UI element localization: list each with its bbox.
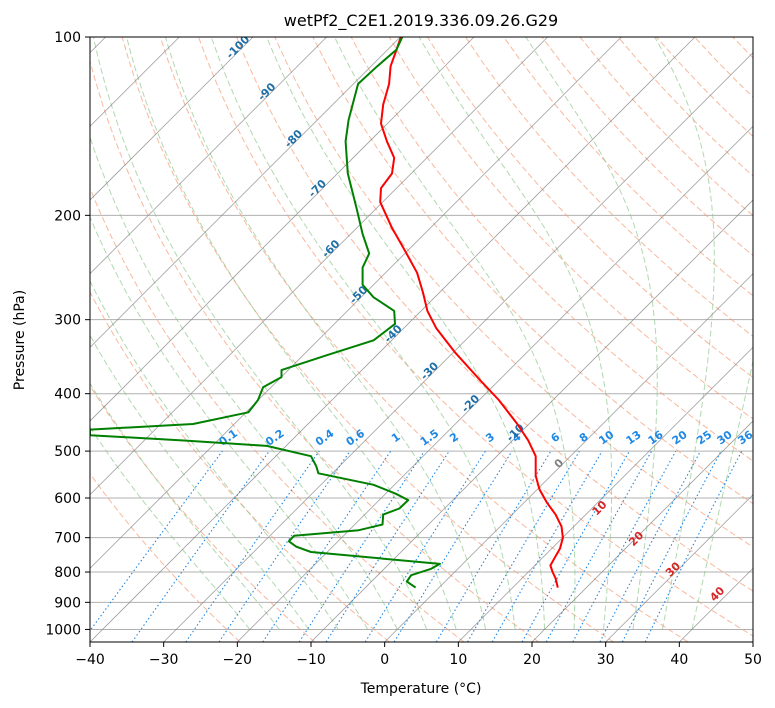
sounding-profiles (90, 37, 564, 589)
dry-adiabat-line (350, 37, 753, 462)
mixing-ratio-line (325, 450, 450, 642)
isotherm-line (531, 420, 753, 642)
x-tick-label: 50 (744, 652, 762, 668)
background-lines (90, 37, 775, 642)
dry-adiabat-line (90, 186, 465, 642)
mixing-ratio-line (218, 450, 351, 642)
x-tick-label: −40 (75, 652, 105, 668)
x-tick-label: −30 (149, 652, 179, 668)
mixing-ratio-line (90, 450, 223, 632)
dry-adiabat-line (90, 59, 540, 642)
y-tick-label: 100 (54, 30, 81, 46)
moist-adiabat-line (90, 135, 398, 630)
mixing-ratio-line (545, 450, 653, 642)
mixing-ratio-label: 36 (735, 428, 755, 448)
y-tick-label: 300 (54, 313, 81, 329)
mixing-ratio-line (521, 450, 630, 642)
temperature-profile-line (379, 37, 564, 588)
moist-adiabat-line (654, 37, 715, 630)
y-axis-title: Pressure (hPa) (12, 290, 28, 390)
isotherm-line (237, 125, 753, 642)
x-tick-label: 20 (523, 652, 541, 668)
mixing-ratio-line (572, 450, 677, 642)
x-tick-label: −20 (223, 652, 253, 668)
y-tick-label: 1000 (45, 622, 81, 638)
dry-adiabat-line (465, 37, 753, 338)
isotherm-line (90, 37, 548, 496)
moist-adiabat-line (418, 37, 613, 630)
isotherm-line (90, 37, 254, 201)
isotherm-line (605, 494, 753, 642)
isotherm-line (310, 199, 753, 642)
isotherm-line (90, 37, 327, 275)
dewpoint-profile-line (90, 37, 441, 589)
isotherm-line (90, 37, 401, 348)
dry-adiabat-line (274, 37, 753, 548)
y-tick-label: 900 (54, 595, 81, 611)
chart-title: wetPf2_C2E1.2019.336.09.26.G29 (284, 11, 558, 31)
mixing-ratio-line (393, 450, 513, 642)
dry-adiabat-line (90, 472, 241, 642)
dry-adiabat-line (90, 291, 390, 642)
dry-adiabat-line (771, 37, 775, 642)
x-tick-label: −10 (296, 652, 326, 668)
x-tick-label: 0 (380, 652, 389, 668)
moist-adiabat-line (691, 358, 753, 630)
moist-adiabat-line (90, 382, 280, 630)
isotherm-line (90, 37, 696, 642)
plot-background (90, 37, 753, 642)
y-axis: 100 200 300 400 500 600 700 800 900 1000 (45, 30, 90, 638)
dry-adiabat-line (503, 37, 753, 297)
x-axis: −40 −30 −20 −10 0 10 20 30 40 50 (75, 642, 762, 668)
moist-adiabat-line (164, 37, 487, 630)
y-tick-label: 800 (54, 565, 81, 581)
moist-adiabat-line (525, 37, 658, 630)
isotherm-line (90, 37, 475, 422)
dry-adiabat-line (312, 37, 753, 505)
y-tick-label: 400 (54, 387, 81, 403)
dry-adiabat-line (236, 37, 753, 592)
x-tick-label: 40 (670, 652, 688, 668)
mixing-ratio-line (131, 450, 270, 642)
mixing-ratio-line (262, 450, 392, 642)
dry-adiabat-line (159, 37, 689, 642)
isotherm-line (90, 37, 622, 569)
x-tick-label: 10 (449, 652, 467, 668)
isotherm-line (384, 273, 753, 642)
moist-adiabat-line (90, 426, 251, 630)
isotherm-line (458, 346, 753, 642)
isotherm-line (163, 52, 753, 642)
y-tick-label: 700 (54, 531, 81, 547)
moist-adiabat-line (90, 215, 369, 630)
y-tick-label: 200 (54, 208, 81, 224)
isotherm-line (752, 641, 753, 642)
y-tick-label: 500 (54, 444, 81, 460)
x-axis-title: Temperature (°C) (360, 681, 482, 697)
x-tick-label: 30 (597, 652, 615, 668)
plot-frame (89, 36, 754, 643)
mixing-ratio-line (185, 450, 320, 642)
moist-adiabat-line (126, 37, 457, 630)
moist-adiabat-line (92, 37, 428, 630)
y-tick-label: 600 (54, 491, 81, 507)
moist-adiabat-line (266, 37, 546, 630)
mixing-ratio-line (644, 450, 743, 642)
dry-adiabat-line (388, 37, 753, 420)
